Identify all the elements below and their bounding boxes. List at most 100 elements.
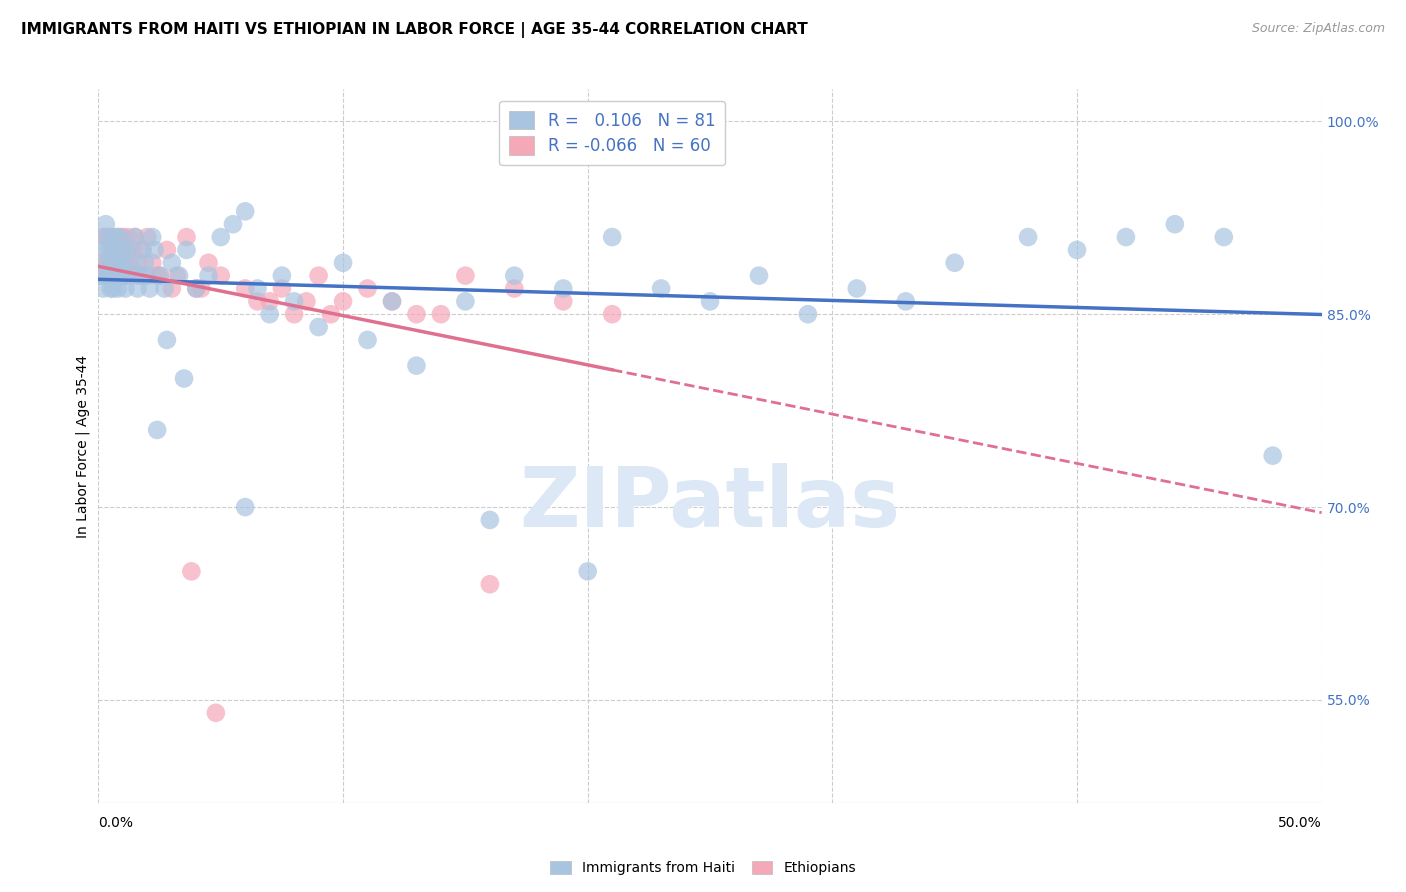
Point xyxy=(100,256,122,270)
Point xyxy=(111,243,134,257)
Point xyxy=(101,243,124,257)
Point xyxy=(97,256,120,270)
Point xyxy=(111,230,134,244)
Point xyxy=(553,281,575,295)
Point xyxy=(139,281,162,295)
Point xyxy=(101,256,124,270)
Point xyxy=(197,268,219,283)
Point xyxy=(101,281,124,295)
Point xyxy=(94,243,117,257)
Point xyxy=(576,565,599,579)
Point xyxy=(270,268,294,283)
Point xyxy=(94,268,117,283)
Point xyxy=(131,243,153,257)
Point xyxy=(478,513,501,527)
Point xyxy=(233,500,256,514)
Point xyxy=(233,281,256,295)
Point xyxy=(100,230,122,244)
Point xyxy=(100,268,122,283)
Point xyxy=(173,371,195,385)
Point xyxy=(156,333,179,347)
Point xyxy=(110,243,132,257)
Point xyxy=(332,294,354,309)
Legend: R =   0.106   N = 81, R = -0.066   N = 60: R = 0.106 N = 81, R = -0.066 N = 60 xyxy=(499,101,725,165)
Point xyxy=(233,204,256,219)
Point xyxy=(600,230,623,244)
Point xyxy=(107,230,129,244)
Point xyxy=(176,243,198,257)
Point xyxy=(295,294,318,309)
Point xyxy=(748,268,770,283)
Point xyxy=(121,243,143,257)
Point xyxy=(107,256,129,270)
Point xyxy=(167,268,190,283)
Point xyxy=(100,281,122,295)
Point xyxy=(430,307,453,321)
Point xyxy=(97,268,120,283)
Point xyxy=(1261,449,1284,463)
Point xyxy=(110,268,132,283)
Point xyxy=(166,268,188,283)
Point xyxy=(104,230,127,244)
Point xyxy=(121,268,143,283)
Point xyxy=(797,307,820,321)
Point xyxy=(129,268,152,283)
Point xyxy=(94,217,117,231)
Point xyxy=(478,577,501,591)
Point xyxy=(136,230,159,244)
Point xyxy=(141,230,163,244)
Point xyxy=(209,230,232,244)
Point xyxy=(117,243,139,257)
Point xyxy=(332,256,354,270)
Point xyxy=(180,565,202,579)
Point xyxy=(1017,230,1039,244)
Text: 50.0%: 50.0% xyxy=(1278,816,1322,830)
Point xyxy=(1066,243,1088,257)
Point xyxy=(356,281,378,295)
Point xyxy=(127,281,149,295)
Point xyxy=(94,230,117,244)
Point xyxy=(104,268,127,283)
Point xyxy=(503,281,526,295)
Point xyxy=(454,268,477,283)
Point xyxy=(110,268,132,283)
Point xyxy=(222,217,245,231)
Text: ZIPatlas: ZIPatlas xyxy=(520,463,900,543)
Point xyxy=(104,268,127,283)
Point xyxy=(156,243,179,257)
Point xyxy=(283,307,305,321)
Point xyxy=(205,706,228,720)
Point xyxy=(134,256,156,270)
Text: Source: ZipAtlas.com: Source: ZipAtlas.com xyxy=(1251,22,1385,36)
Point xyxy=(124,230,146,244)
Point xyxy=(503,268,526,283)
Point xyxy=(107,281,129,295)
Point xyxy=(143,243,166,257)
Point xyxy=(153,281,176,295)
Point xyxy=(91,230,114,244)
Point xyxy=(114,268,136,283)
Point xyxy=(405,359,427,373)
Point xyxy=(160,256,183,270)
Point xyxy=(91,281,114,295)
Point xyxy=(90,268,112,283)
Point xyxy=(131,243,153,257)
Point xyxy=(114,243,136,257)
Point xyxy=(120,268,142,283)
Point xyxy=(319,307,342,321)
Point xyxy=(110,230,132,244)
Point xyxy=(943,256,966,270)
Point xyxy=(91,256,114,270)
Point xyxy=(149,268,172,283)
Point xyxy=(97,243,120,257)
Point xyxy=(111,256,134,270)
Point xyxy=(186,281,208,295)
Point xyxy=(100,268,122,283)
Point xyxy=(146,268,169,283)
Point xyxy=(699,294,721,309)
Point xyxy=(101,268,124,283)
Point xyxy=(129,268,152,283)
Point xyxy=(1212,230,1234,244)
Point xyxy=(104,256,127,270)
Point xyxy=(146,423,169,437)
